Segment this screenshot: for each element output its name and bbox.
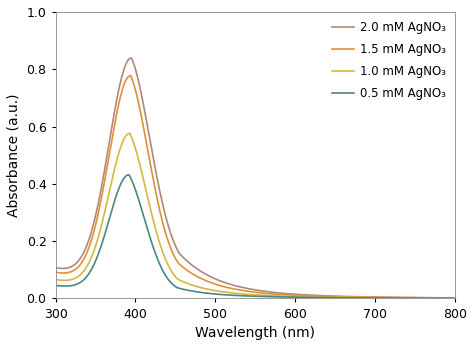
0.5 mM AgNO₃ <box>367 296 373 300</box>
X-axis label: Wavelength (nm): Wavelength (nm) <box>195 326 315 340</box>
0.5 mM AgNO₃ <box>73 282 79 287</box>
1.0 mM AgNO₃ <box>441 296 447 300</box>
0.5 mM AgNO₃ <box>247 294 253 298</box>
1.5 mM AgNO₃ <box>441 296 447 300</box>
2.0 mM AgNO₃ <box>452 296 458 300</box>
0.5 mM AgNO₃ <box>126 173 132 177</box>
1.0 mM AgNO₃ <box>367 296 373 300</box>
1.0 mM AgNO₃ <box>441 296 447 300</box>
1.0 mM AgNO₃ <box>237 291 242 296</box>
1.5 mM AgNO₃ <box>441 296 447 300</box>
1.0 mM AgNO₃ <box>127 132 133 136</box>
2.0 mM AgNO₃ <box>367 295 373 299</box>
1.0 mM AgNO₃ <box>73 276 79 280</box>
2.0 mM AgNO₃ <box>73 261 79 265</box>
Legend: 2.0 mM AgNO₃, 1.5 mM AgNO₃, 1.0 mM AgNO₃, 0.5 mM AgNO₃: 2.0 mM AgNO₃, 1.5 mM AgNO₃, 1.0 mM AgNO₃… <box>329 18 449 103</box>
2.0 mM AgNO₃ <box>53 265 58 270</box>
1.0 mM AgNO₃ <box>53 278 58 282</box>
Line: 0.5 mM AgNO₃: 0.5 mM AgNO₃ <box>55 175 455 298</box>
1.5 mM AgNO₃ <box>237 288 242 292</box>
0.5 mM AgNO₃ <box>237 294 242 298</box>
1.0 mM AgNO₃ <box>247 293 253 297</box>
1.5 mM AgNO₃ <box>53 270 58 274</box>
1.5 mM AgNO₃ <box>247 289 253 294</box>
0.5 mM AgNO₃ <box>441 296 447 300</box>
2.0 mM AgNO₃ <box>247 287 253 291</box>
1.5 mM AgNO₃ <box>452 296 458 300</box>
1.5 mM AgNO₃ <box>128 74 133 78</box>
Line: 1.0 mM AgNO₃: 1.0 mM AgNO₃ <box>55 134 455 298</box>
Y-axis label: Absorbance (a.u.): Absorbance (a.u.) <box>7 93 21 217</box>
1.5 mM AgNO₃ <box>367 295 373 299</box>
2.0 mM AgNO₃ <box>441 296 447 300</box>
1.0 mM AgNO₃ <box>452 296 458 300</box>
2.0 mM AgNO₃ <box>128 56 134 60</box>
0.5 mM AgNO₃ <box>452 296 458 300</box>
0.5 mM AgNO₃ <box>53 283 58 288</box>
Line: 1.5 mM AgNO₃: 1.5 mM AgNO₃ <box>55 76 455 298</box>
1.5 mM AgNO₃ <box>73 267 79 271</box>
2.0 mM AgNO₃ <box>237 285 242 289</box>
2.0 mM AgNO₃ <box>441 296 447 300</box>
Line: 2.0 mM AgNO₃: 2.0 mM AgNO₃ <box>55 58 455 298</box>
0.5 mM AgNO₃ <box>441 296 447 300</box>
